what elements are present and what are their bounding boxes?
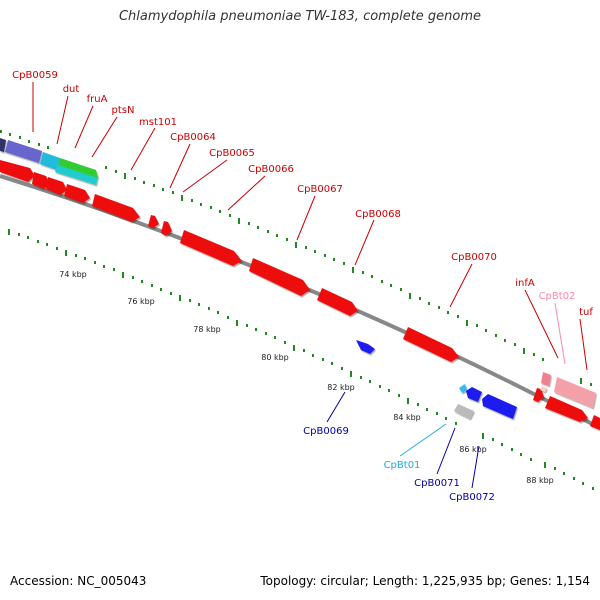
cds-forward[interactable] [545, 396, 588, 422]
gene-label[interactable]: mst101 [139, 117, 177, 128]
gene-label[interactable]: CpB0065 [209, 148, 255, 159]
gene-label[interactable]: CpB0069 [303, 426, 349, 437]
gene-label[interactable]: infA [515, 278, 535, 289]
cds-forward[interactable] [180, 230, 242, 266]
cds-reverse[interactable] [466, 387, 482, 402]
gene-label[interactable]: ptsN [112, 105, 135, 116]
gene-label[interactable]: CpB0072 [449, 492, 495, 503]
gene-label[interactable]: tuf [579, 307, 593, 318]
gene-label[interactable]: CpB0067 [297, 184, 343, 195]
scale-label: 88 kbp [526, 476, 554, 485]
cds-reverse[interactable] [356, 340, 375, 354]
cds-forward[interactable] [92, 194, 140, 222]
scale-label: 82 kbp [327, 383, 355, 392]
gene-label[interactable]: CpB0066 [248, 164, 294, 175]
accession-text: Accession: NC_005043 [10, 574, 147, 588]
scale-label: 78 kbp [193, 325, 221, 334]
upper-tick-track [0, 130, 592, 386]
map-title: Chlamydophila pneumoniae TW-183, complet… [118, 9, 482, 24]
feature-cyan[interactable] [40, 152, 60, 170]
feature-purple[interactable] [5, 140, 42, 163]
cds-forward[interactable] [161, 221, 172, 236]
cds-forward[interactable] [533, 388, 544, 402]
feature-green[interactable] [58, 158, 98, 178]
cds-forward[interactable] [590, 415, 600, 430]
trna-forward[interactable] [554, 377, 596, 408]
cds-forward[interactable] [64, 184, 90, 203]
gene-label[interactable]: CpB0071 [414, 478, 460, 489]
gene-label[interactable]: CpB0070 [451, 252, 497, 263]
gene-label[interactable]: CpB0068 [355, 209, 401, 220]
genome-backbone [0, 174, 600, 430]
cds-reverse[interactable] [482, 394, 517, 419]
cds-forward[interactable] [46, 177, 67, 195]
gene-label[interactable]: CpBt02 [539, 291, 576, 302]
trna-forward[interactable] [540, 386, 547, 392]
cds-forward[interactable] [403, 327, 459, 362]
scale-label: 76 kbp [127, 297, 155, 306]
scale-label: 74 kbp [59, 270, 87, 279]
trna-forward[interactable] [541, 372, 551, 386]
lower-scale-track [8, 229, 594, 490]
feature-cyan-long[interactable] [55, 163, 98, 185]
feature-gray[interactable] [454, 404, 474, 419]
gene-label[interactable]: CpB0059 [12, 70, 58, 81]
cds-forward[interactable] [249, 258, 310, 296]
gene-label[interactable]: dut [63, 84, 80, 95]
feature-dark-purple[interactable] [0, 138, 6, 152]
cds-forward[interactable] [148, 215, 159, 228]
genome-summary-text: Topology: circular; Length: 1,225,935 bp… [260, 574, 590, 588]
scale-label: 86 kbp [459, 445, 487, 454]
cds-forward[interactable] [32, 172, 50, 189]
scale-label: 80 kbp [261, 353, 289, 362]
gene-label[interactable]: CpB0064 [170, 132, 216, 143]
gene-label[interactable]: fruA [87, 94, 108, 105]
cds-reverse[interactable] [459, 384, 467, 393]
cds-forward[interactable] [317, 288, 358, 316]
scale-label: 84 kbp [393, 413, 421, 422]
gene-label[interactable]: CpBt01 [384, 460, 421, 471]
cds-forward[interactable] [0, 160, 35, 182]
